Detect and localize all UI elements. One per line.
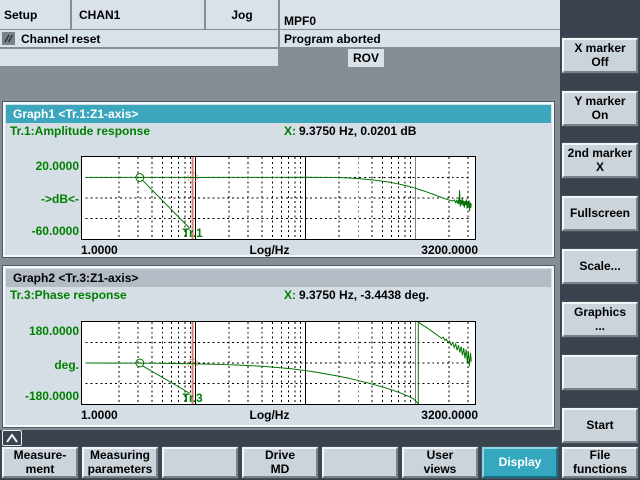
- graph2-marker-readout: X: 9.3750 Hz, -3.4438 deg.: [284, 287, 429, 303]
- graph1-marker-value: 9.3750 Hz, 0.0201 dB: [299, 124, 417, 138]
- softkey-display[interactable]: Display: [481, 446, 559, 479]
- graph2-titlebar: Graph2 <Tr.3:Z1-axis>: [6, 269, 551, 287]
- operating-area-field: Setup: [0, 0, 70, 29]
- graph2-x-axis-title: Log/Hz: [249, 408, 290, 422]
- softkey-drive-md[interactable]: Drive MD: [241, 446, 319, 479]
- svg-text:Tr.1: Tr.1: [183, 227, 204, 240]
- program-status-field: Program aborted: [280, 30, 560, 47]
- mode-label: Jog: [231, 7, 253, 22]
- graph2-y-top-label: 180.0000: [28, 324, 79, 338]
- softkey-user-views[interactable]: User views: [401, 446, 479, 479]
- softkey-blank-bottom-3[interactable]: [161, 446, 239, 479]
- rov-status-badge: ROV: [348, 49, 384, 67]
- graph2-x-min-label: 1.0000: [81, 408, 118, 422]
- graph2-info-row: Tr.3:Phase response X: 9.3750 Hz, -3.4438…: [6, 287, 551, 303]
- graph2-plot-area: Tr.3: [81, 321, 476, 405]
- softkey-measuring-parameters[interactable]: Measuring parameters: [81, 446, 159, 479]
- mode-field: Jog: [206, 0, 278, 29]
- graph1-marker-readout: X: 9.3750 Hz, 0.0201 dB: [284, 123, 416, 139]
- softkey-file-functions[interactable]: File functions: [561, 446, 639, 479]
- program-name-field: MPF0: [280, 0, 560, 29]
- graph1-y-bottom-label: -60.0000: [31, 224, 79, 238]
- program-status-label: Program aborted: [284, 31, 381, 46]
- message-line: [0, 49, 278, 66]
- graph2-trace-name: Tr.3:Phase response: [10, 288, 127, 302]
- graph1-y-unit-label: ->dB<-: [40, 192, 79, 206]
- rov-label: ROV: [352, 51, 379, 65]
- graph2-title: Graph2 <Tr.3:Z1-axis>: [13, 271, 139, 285]
- softkey-x-marker[interactable]: X marker Off: [561, 37, 639, 74]
- softkey-scale[interactable]: Scale...: [561, 248, 639, 285]
- graph1-x-axis-labels: 1.0000 Log/Hz 3200.0000: [81, 244, 478, 257]
- slashes-icon: [2, 32, 15, 45]
- softkey-fullscreen[interactable]: Fullscreen: [561, 195, 639, 232]
- recall-icon[interactable]: [2, 430, 22, 446]
- graph1-panel: Graph1 <Tr.1:Z1-axis> Tr.1:Amplitude res…: [2, 101, 555, 258]
- graph2-x-axis-labels: 1.0000 Log/Hz 3200.0000: [81, 409, 478, 422]
- softkey-2nd-marker[interactable]: 2nd marker X: [561, 142, 639, 179]
- graph1-title: Graph1 <Tr.1:Z1-axis>: [13, 107, 139, 121]
- program-name-label: MPF0: [284, 14, 317, 28]
- channel-status-field: Channel reset: [0, 30, 278, 47]
- graph2-x-max-label: 3200.0000: [421, 408, 478, 422]
- softkey-graphics[interactable]: Graphics ...: [561, 301, 639, 338]
- vertical-softkey-bar: [560, 0, 640, 480]
- graph2-y-bottom-label: -180.0000: [24, 389, 79, 403]
- channel-name-label: CHAN1: [79, 7, 121, 22]
- chevron-up-icon: [6, 433, 18, 443]
- graph1-x-max-label: 3200.0000: [421, 243, 478, 257]
- graph1-titlebar: Graph1 <Tr.1:Z1-axis>: [6, 105, 551, 123]
- graph2-marker-value: 9.3750 Hz, -3.4438 deg.: [299, 288, 430, 302]
- graph2-y-unit-label: deg.: [54, 358, 79, 372]
- softkey-blank-right[interactable]: [561, 354, 639, 391]
- channel-name-field: CHAN1: [72, 0, 204, 29]
- graph1-info-row: Tr.1:Amplitude response X: 9.3750 Hz, 0.0…: [6, 123, 551, 139]
- graph1-x-min-label: 1.0000: [81, 243, 118, 257]
- softkey-start[interactable]: Start: [561, 407, 639, 444]
- graph1-plot-area: Tr.1: [81, 156, 476, 240]
- svg-text:Tr.3: Tr.3: [183, 392, 204, 405]
- graph2-panel: Graph2 <Tr.3:Z1-axis> Tr.3:Phase respons…: [2, 265, 555, 428]
- channel-status-label: Channel reset: [21, 31, 101, 46]
- graph1-y-top-label: 20.0000: [35, 159, 79, 173]
- softkey-measurement[interactable]: Measure- ment: [1, 446, 79, 479]
- graph1-x-axis-title: Log/Hz: [249, 243, 290, 257]
- graph1-marker-prefix: X:: [284, 124, 296, 138]
- softkey-blank-bottom-5[interactable]: [321, 446, 399, 479]
- graph1-trace-name: Tr.1:Amplitude response: [10, 124, 151, 138]
- softkey-y-marker[interactable]: Y marker On: [561, 90, 639, 127]
- operating-area-label: Setup: [4, 7, 38, 22]
- graph2-marker-prefix: X:: [284, 288, 296, 302]
